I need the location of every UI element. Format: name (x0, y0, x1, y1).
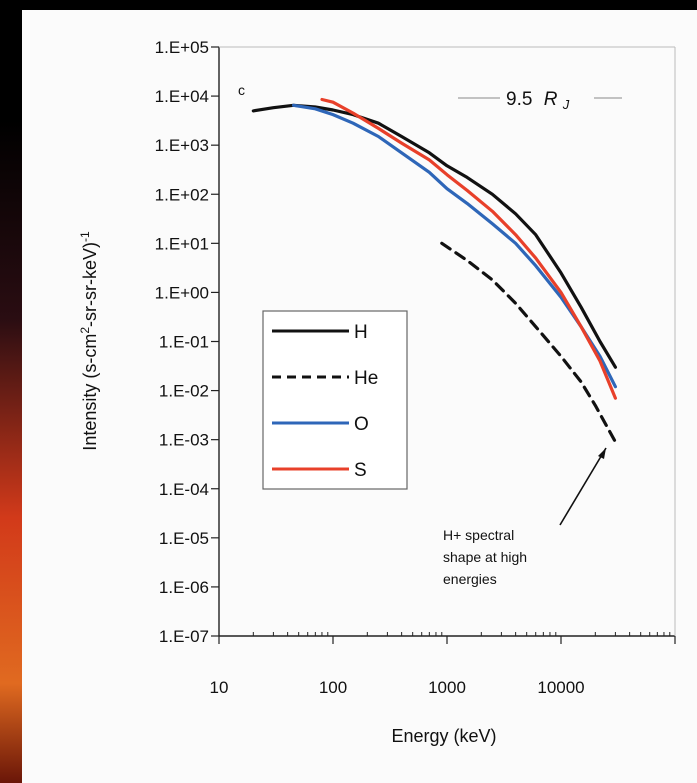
svg-text:9.5 R J: 9.5 R J (506, 89, 570, 112)
y-axis-title-part-1: Intensity (s-cm (80, 334, 100, 451)
series-lines (251, 97, 618, 444)
y-tick-label: 1.E-07 (159, 627, 209, 646)
annotation-arrow (559, 447, 607, 526)
y-tick-label: 1.E-04 (159, 480, 209, 499)
y-axis-title-part-2: 2 (78, 327, 92, 334)
annotation: H+ spectral shape at high energies (443, 447, 607, 587)
legend-item-s: S (272, 460, 367, 481)
y-axis-title-part-4: -1 (78, 231, 92, 242)
x-tick-label: 100 (319, 678, 347, 697)
annotation-line-2: shape at high (443, 549, 527, 565)
y-tick-label: 1.E-01 (159, 333, 209, 352)
legend-item-he: He (272, 368, 378, 389)
x-tick-label: 10000 (537, 678, 584, 697)
chart-svg: 10 100 1000 10000 1.E+051.E+041.E+031.E+021… (78, 38, 676, 746)
location-label: 9.5 R J (458, 89, 622, 112)
y-tick-label: 1.E-06 (159, 578, 209, 597)
annotation-line-1: H+ spectral (443, 527, 514, 543)
y-tick-label: 1.E-03 (159, 431, 209, 450)
y-axis-title-part-3: -sr-sr-keV) (80, 242, 100, 327)
legend-label-s: S (354, 460, 367, 481)
series-line-s (320, 97, 618, 400)
y-axis-ticks: 1.E+05 1.E+04 1.E+03 1.E+02 1.E+01 1.E+00 1.E-… (155, 38, 219, 646)
y-tick-label: 1.E-02 (159, 382, 209, 401)
y-tick-label: 1.E+01 (155, 234, 209, 253)
y-axis-title: Intensity (s-cm2-sr-sr-keV)-1 (78, 231, 100, 451)
y-tick-label: 1.E+03 (155, 136, 209, 155)
x-axis-title: Energy (keV) (391, 726, 496, 746)
y-tick-label: 1.E+05 (155, 38, 209, 57)
y-tick-label: 1.E+00 (155, 283, 209, 302)
legend-label-h: H (354, 322, 368, 343)
legend-item-o: O (272, 414, 369, 435)
legend-box (262, 310, 408, 490)
location-unit: R (544, 89, 558, 110)
series-line-he (440, 241, 618, 444)
y-tick-label: 1.E+04 (155, 87, 209, 106)
panel-letter: c (238, 82, 245, 98)
y-tick-label: 1.E+02 (155, 185, 209, 204)
legend-label-he: He (354, 368, 378, 389)
chart-panel: 10 100 1000 10000 1.E+05 1.E+04 1.E+03 1.E+02 1… (22, 10, 697, 783)
annotation-arrow-head (598, 448, 606, 459)
annotation-line-3: energies (443, 571, 497, 587)
legend-item-h: H (272, 322, 368, 343)
legend: H He O S (262, 310, 408, 490)
x-axis-ticks: 10 100 1000 10000 (210, 632, 676, 697)
y-tick-label: 1.E-05 (159, 529, 209, 548)
legend-label-o: O (354, 414, 369, 435)
x-tick-label: 10 (210, 678, 229, 697)
location-unit-sub: J (562, 97, 570, 112)
x-tick-label: 1000 (428, 678, 466, 697)
location-value: 9.5 (506, 89, 532, 110)
